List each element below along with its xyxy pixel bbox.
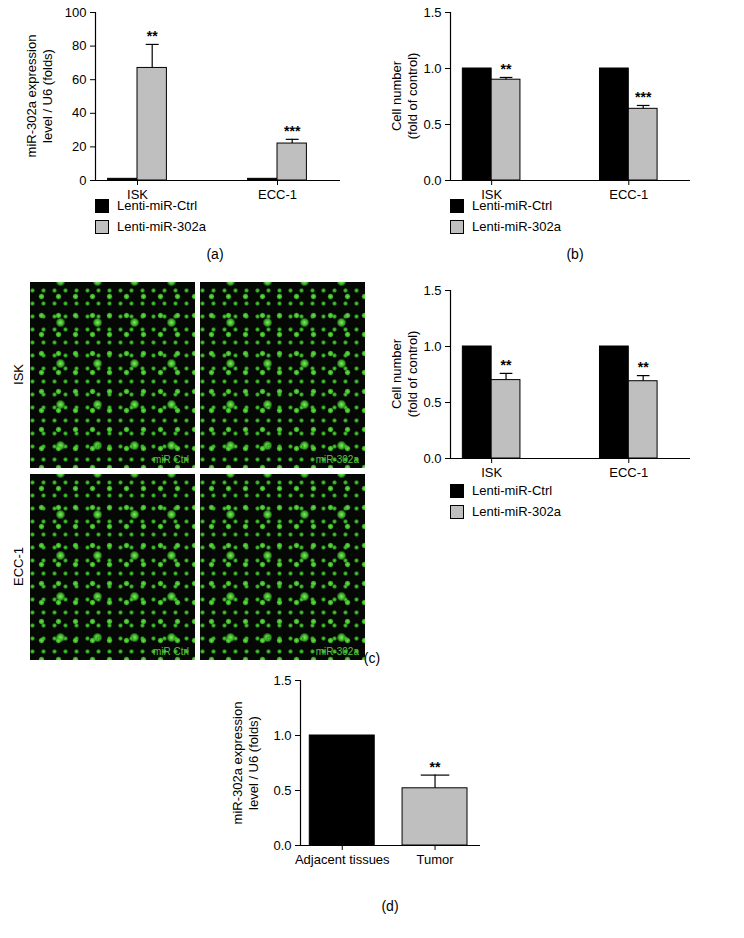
- html-text:Lenti-miR-302a: Lenti-miR-302a: [472, 504, 561, 519]
- html-text:Lenti-miR-302a: Lenti-miR-302a: [117, 219, 206, 234]
- svg-text:40: 40: [72, 105, 86, 120]
- svg-text:1.0: 1.0: [423, 61, 441, 76]
- svg-text:0.5: 0.5: [423, 395, 441, 410]
- html-text:(b): (b): [566, 246, 584, 262]
- svg-text:80: 80: [72, 38, 86, 53]
- html-text:(c): (c): [363, 650, 381, 666]
- svg-text:**: **: [430, 759, 441, 775]
- svg-text:ISK: ISK: [127, 186, 148, 202]
- html-text:Lenti-miR-Ctrl: Lenti-miR-Ctrl: [472, 483, 553, 498]
- html-text:miR-302a expression: miR-302a expression: [24, 34, 39, 158]
- svg-text:Tumor: Tumor: [416, 852, 454, 867]
- svg-text:**: **: [147, 28, 158, 44]
- svg-text:0.0: 0.0: [423, 451, 441, 466]
- html-text:(a): (a): [206, 246, 224, 262]
- html-text:miR Ctrl: miR Ctrl: [152, 646, 189, 657]
- svg-text:ISK: ISK: [481, 465, 502, 480]
- html-text:Cell number: Cell number: [389, 339, 404, 409]
- svg-text:**: **: [501, 61, 512, 77]
- html-text:ISK: ISK: [10, 364, 26, 385]
- svg-text:100: 100: [65, 5, 87, 20]
- svg-text:***: ***: [635, 89, 652, 105]
- html-text:miR-302a expression: miR-302a expression: [229, 701, 244, 824]
- svg-text:ECC-1: ECC-1: [609, 465, 648, 480]
- html-text:(fold of control): (fold of control): [405, 52, 420, 140]
- svg-text:1.0: 1.0: [273, 728, 291, 743]
- html-text:miR-302a: miR-302a: [315, 454, 359, 465]
- svg-text:**: **: [501, 357, 512, 373]
- svg-text:**: **: [638, 359, 649, 375]
- html-text:Lenti-miR-302a: Lenti-miR-302a: [472, 219, 561, 234]
- svg-text:ECC-1: ECC-1: [609, 187, 648, 202]
- html-text:(fold of control): (fold of control): [405, 330, 420, 418]
- html-text:Lenti-miR-Ctrl: Lenti-miR-Ctrl: [472, 198, 553, 213]
- svg-text:20: 20: [72, 139, 86, 154]
- svg-text:1.5: 1.5: [273, 673, 291, 688]
- svg-text:0.0: 0.0: [273, 838, 291, 853]
- html-text:level / U6 (folds): level / U6 (folds): [245, 715, 260, 810]
- svg-text:ECC-1: ECC-1: [258, 187, 297, 202]
- html-text:level / U6 (folds): level / U6 (folds): [40, 49, 55, 143]
- html-text:miR-302a: miR-302a: [315, 646, 359, 657]
- svg-text:1.5: 1.5: [423, 283, 441, 298]
- svg-text:Adjacent tissues: Adjacent tissues: [295, 852, 390, 867]
- svg-text:1.5: 1.5: [423, 5, 441, 20]
- svg-text:60: 60: [72, 72, 86, 87]
- svg-text:0: 0: [79, 173, 86, 188]
- html-text:(d): (d): [381, 898, 399, 914]
- svg-text:***: ***: [284, 123, 301, 139]
- html-text:Cell number: Cell number: [389, 61, 404, 131]
- svg-text:0.5: 0.5: [423, 117, 441, 132]
- svg-text:1.0: 1.0: [423, 339, 441, 354]
- html-text:ECC-1: ECC-1: [10, 547, 26, 586]
- svg-text:0.0: 0.0: [423, 173, 441, 188]
- svg-text:0.5: 0.5: [273, 783, 291, 798]
- html-text:miR Ctrl: miR Ctrl: [152, 454, 189, 465]
- html-text:Lenti-miR-Ctrl: Lenti-miR-Ctrl: [117, 198, 198, 213]
- svg-text:ISK: ISK: [481, 186, 503, 202]
